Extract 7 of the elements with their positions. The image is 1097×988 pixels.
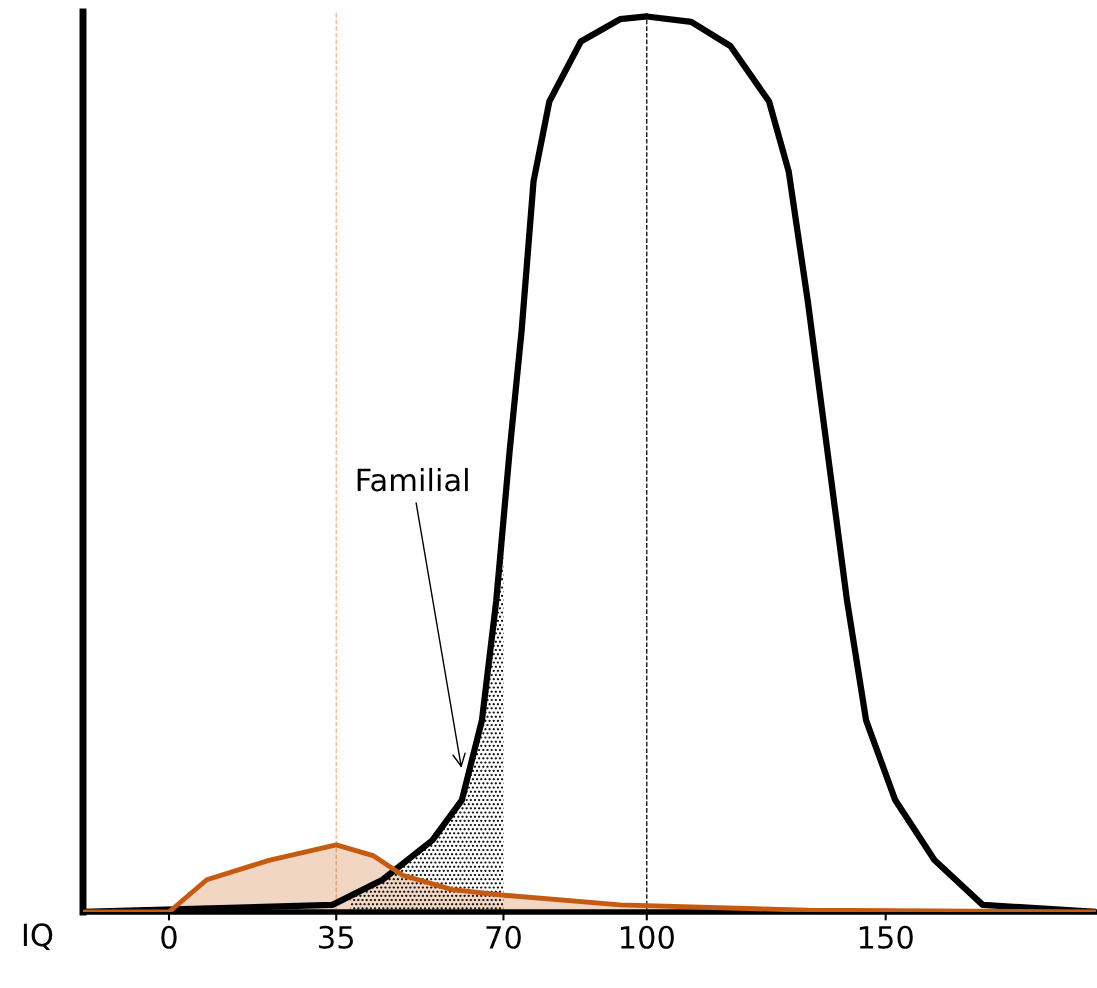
x-tick-label: 35 xyxy=(319,925,353,949)
x-tick-label: 100 xyxy=(620,925,674,949)
x-tick-label: 150 xyxy=(859,925,913,949)
annotation: Familial xyxy=(357,467,468,492)
x-tick-label: 0 xyxy=(161,925,177,949)
x-tick-label: 70 xyxy=(486,925,521,949)
x-axis-title: IQ xyxy=(23,923,53,950)
